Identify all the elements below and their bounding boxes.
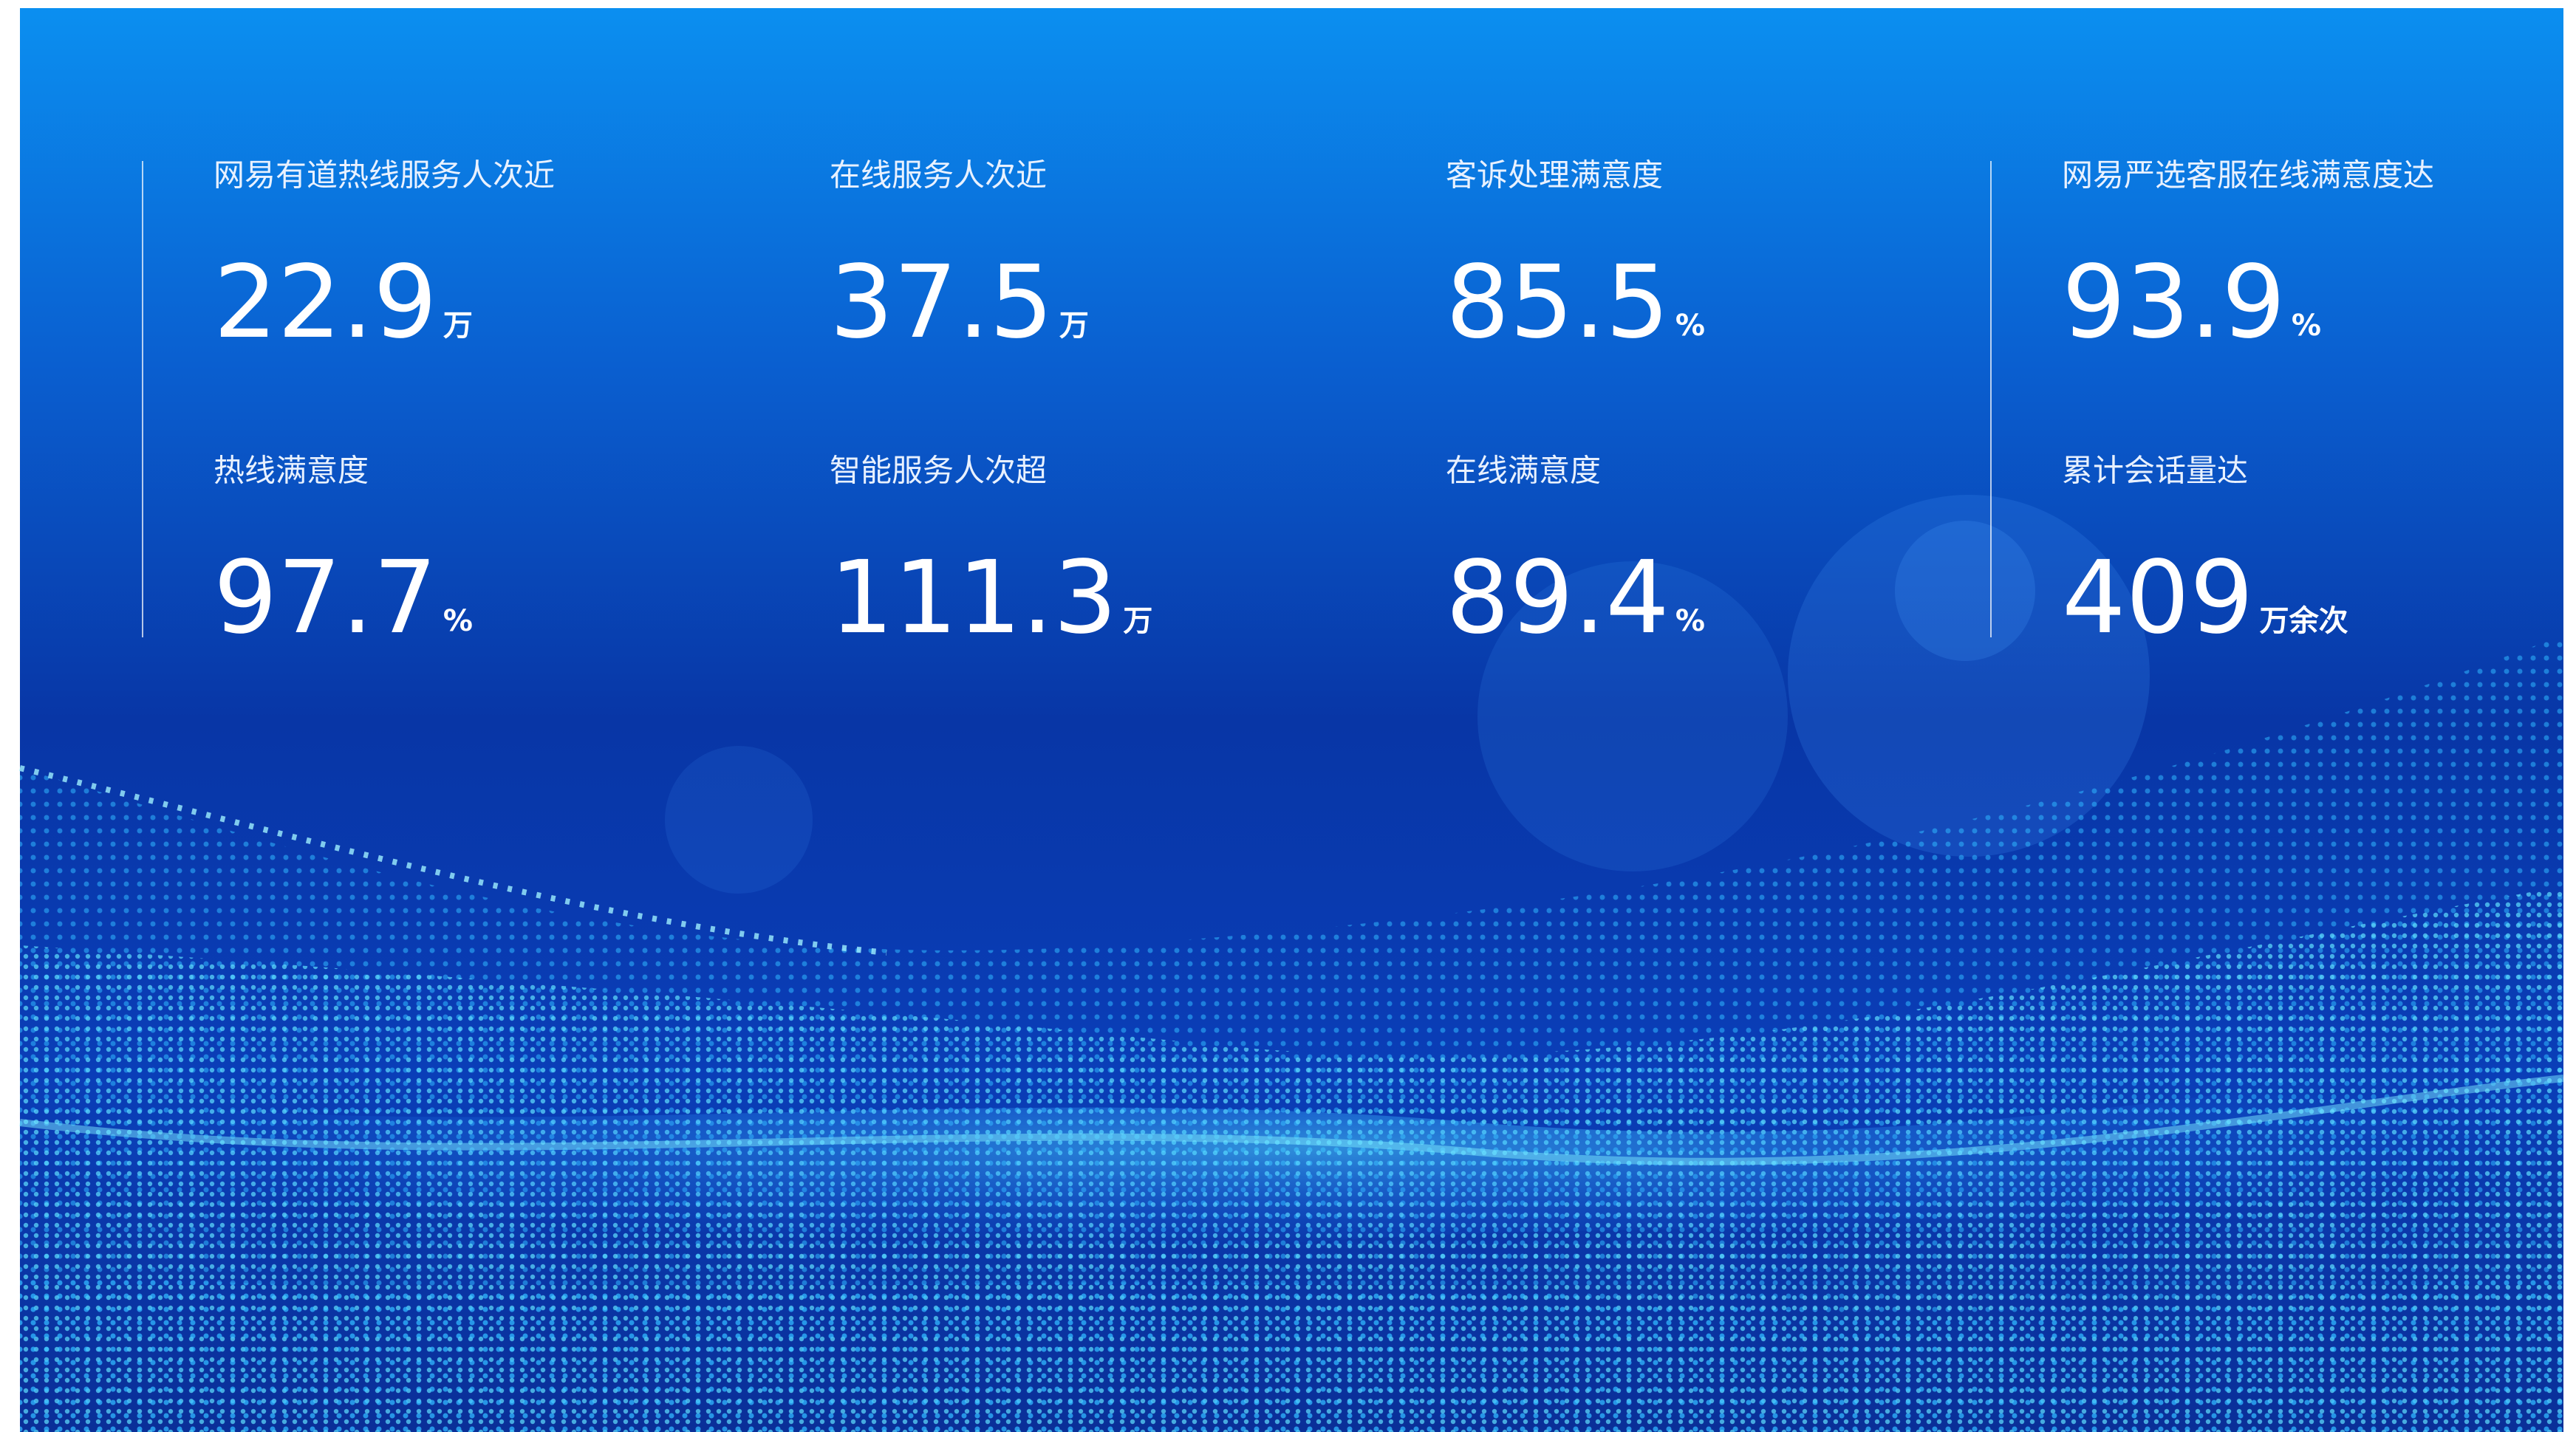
stat-value: 97.7	[213, 540, 437, 657]
stat-value: 89.4	[1446, 540, 1670, 657]
slide: 网易有道热线服务人次近22.9万在线服务人次近37.5万客诉处理满意度85.5%…	[0, 0, 2576, 1432]
stat-unit: 万	[443, 309, 473, 343]
stat-label: 网易有道热线服务人次近	[213, 157, 555, 193]
stat-value: 85.5	[1446, 244, 1670, 361]
page: {"stats": [ {"label": "网易有道热线服务人次近", "va…	[0, 0, 2576, 1432]
stat-label: 热线满意度	[213, 453, 369, 489]
stat-unit: %	[1675, 604, 1705, 638]
stat-value: 37.5	[830, 244, 1053, 361]
stat-unit: %	[2292, 309, 2321, 343]
stat-label: 在线满意度	[1446, 453, 1601, 489]
stat-label: 客诉处理满意度	[1446, 157, 1663, 193]
background	[20, 8, 2563, 1432]
stat-value: 409	[2062, 540, 2254, 657]
stat-label: 智能服务人次超	[830, 453, 1047, 489]
stat-value: 93.9	[2062, 244, 2286, 361]
stat-unit: %	[1675, 309, 1705, 343]
stat-value: 22.9	[213, 244, 437, 361]
stat-unit: 万	[1123, 604, 1152, 638]
stat-label: 在线服务人次近	[830, 157, 1047, 193]
stat-value: 111.3	[830, 540, 1117, 657]
stat-unit: %	[443, 604, 473, 638]
stat-label: 网易严选客服在线满意度达	[2062, 157, 2434, 193]
stat-unit: 万	[1059, 309, 1089, 343]
stat-label: 累计会话量达	[2062, 453, 2248, 489]
stat-unit: 万余次	[2260, 604, 2348, 638]
